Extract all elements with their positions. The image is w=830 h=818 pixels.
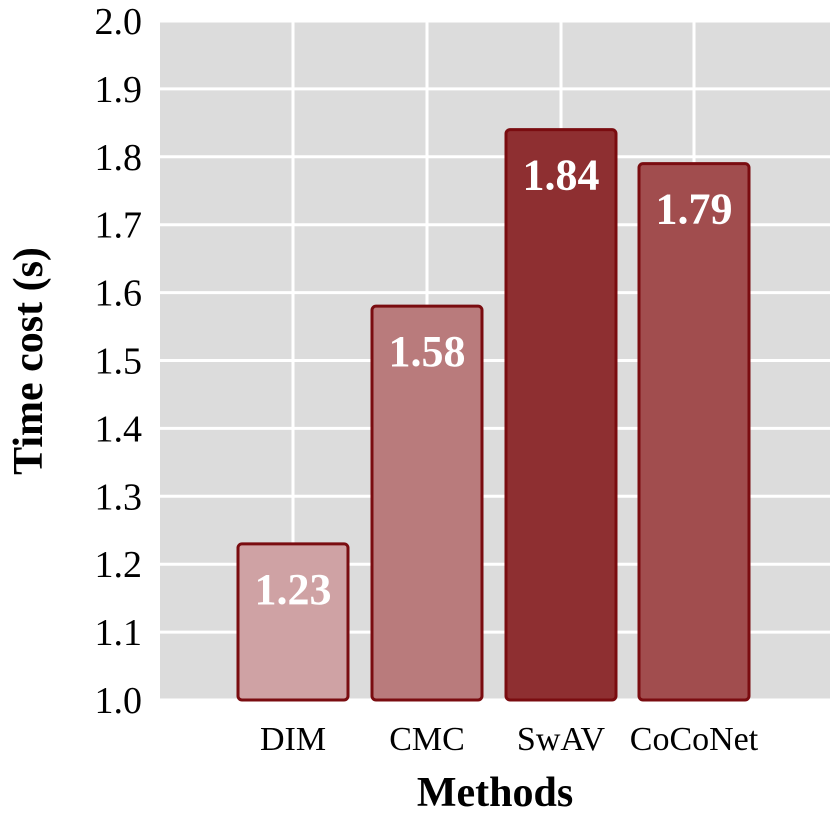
bar-dim — [236, 542, 350, 702]
y-tick-label: 1.3 — [95, 476, 143, 518]
y-tick-label: 1.5 — [95, 341, 143, 383]
x-tick-label: SwAV — [517, 721, 606, 758]
value-labels: 1.23 1.58 1.84 1.79 — [255, 151, 733, 614]
y-tick-label: 1.2 — [95, 544, 143, 586]
x-tick-label: CoCoNet — [630, 721, 759, 758]
y-tick-label: 1.8 — [95, 137, 143, 179]
x-tick-labels: DIM CMC SwAV CoCoNet — [260, 721, 759, 758]
x-axis-title: Methods — [417, 770, 573, 813]
y-tick-label: 1.4 — [95, 408, 143, 450]
y-axis-title: Time cost (s) — [6, 247, 52, 475]
x-tick-label: CMC — [389, 721, 465, 758]
bar-value-label: 1.84 — [523, 151, 600, 200]
bars — [236, 128, 751, 702]
y-tick-label: 1.9 — [95, 69, 143, 111]
bar-value-label: 1.79 — [656, 185, 733, 234]
y-tick-label: 1.6 — [95, 273, 143, 315]
y-tick-label: 1.0 — [95, 680, 143, 722]
x-tick-label: DIM — [260, 721, 326, 758]
bar-swav — [504, 128, 618, 702]
y-tick-label: 1.1 — [95, 612, 143, 654]
bar-value-label: 1.58 — [389, 327, 466, 376]
y-tick-label: 1.7 — [95, 205, 143, 247]
y-tick-labels: 1.0 1.1 1.2 1.3 1.4 1.5 1.6 1.7 1.8 1.9 2.0 — [95, 1, 143, 722]
bar-value-label: 1.23 — [255, 565, 332, 614]
y-tick-label: 2.0 — [95, 1, 143, 43]
bar-cmc — [370, 304, 484, 702]
bar-coconet — [637, 162, 751, 702]
